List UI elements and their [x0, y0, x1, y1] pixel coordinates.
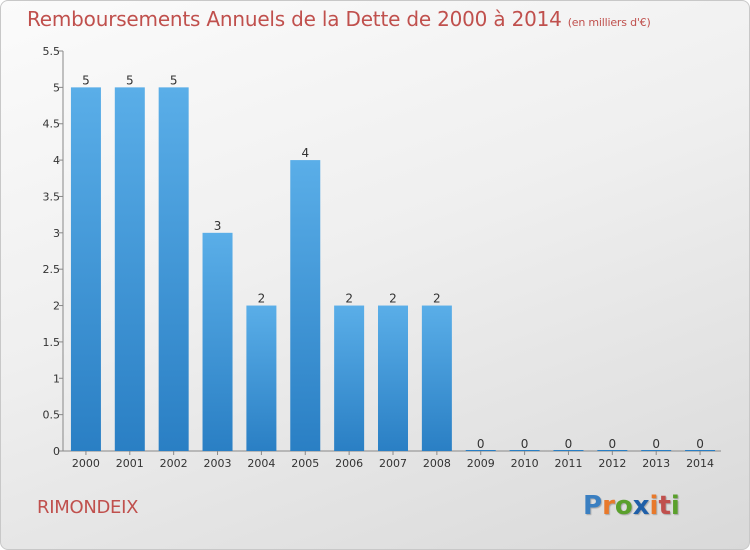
- logo-letter: x: [632, 491, 650, 521]
- x-tick-label: 2006: [335, 457, 363, 470]
- y-tick-label: 0.5: [43, 409, 61, 422]
- x-tick-label: 2011: [554, 457, 582, 470]
- bar-2007: [378, 305, 408, 451]
- x-tick-label: 2002: [160, 457, 188, 470]
- data-label: 0: [696, 437, 704, 451]
- y-tick-label: 1.5: [43, 336, 61, 349]
- x-tick-label: 2003: [204, 457, 232, 470]
- logo-letter: o: [614, 491, 633, 521]
- y-tick-label: 3: [53, 227, 60, 240]
- data-label: 5: [126, 73, 134, 87]
- chart-bars: 5 5 5 3 2 4 2 2 2 0 0 0 0 0 0: [70, 73, 716, 451]
- x-tick-label: 2013: [642, 457, 670, 470]
- bar-2003: [202, 232, 233, 451]
- y-tick-label: 1: [53, 372, 60, 385]
- bar-2011: [553, 450, 584, 451]
- y-tick-label: 2.5: [43, 263, 61, 276]
- x-tick-label: 2001: [116, 457, 144, 470]
- x-tick-label: 2012: [598, 457, 626, 470]
- y-tick-label: 4: [53, 154, 60, 167]
- bar-2002: [158, 87, 189, 451]
- y-tick-label: 5: [53, 81, 60, 94]
- bar-2010: [509, 450, 540, 451]
- chart-subtitle: (en milliers d'€): [567, 16, 651, 29]
- x-tick-label: 2000: [72, 457, 100, 470]
- data-label: 2: [345, 292, 353, 306]
- bar-2008: [421, 305, 452, 451]
- bar-2004: [246, 305, 277, 451]
- y-tick-label: 2: [53, 300, 60, 313]
- x-tick-label: 2008: [423, 457, 451, 470]
- data-label: 0: [609, 437, 617, 451]
- bar-2013: [641, 450, 672, 451]
- y-tick-label: 4.5: [43, 118, 61, 131]
- bar-2005: [290, 160, 321, 451]
- x-tick-label: 2005: [291, 457, 319, 470]
- data-label: 2: [389, 292, 397, 306]
- data-label: 3: [214, 219, 222, 233]
- chart-title: Remboursements Annuels de la Dette de 20…: [27, 7, 651, 31]
- logo-letter: i: [670, 491, 680, 521]
- data-label: 0: [521, 437, 529, 451]
- data-label: 0: [565, 437, 573, 451]
- y-tick-label: 5.5: [43, 45, 61, 58]
- data-label: 5: [82, 73, 90, 87]
- data-label: 0: [477, 437, 485, 451]
- bar-2012: [597, 450, 628, 451]
- x-tick-label: 2004: [247, 457, 275, 470]
- logo-letter: r: [602, 491, 615, 521]
- y-tick-label: 3.5: [43, 190, 61, 203]
- bar-2006: [334, 305, 365, 451]
- logo-letter: P: [583, 491, 603, 521]
- x-tick-label: 2010: [511, 457, 539, 470]
- bar-2014: [685, 450, 716, 451]
- x-tick-label: 2009: [467, 457, 495, 470]
- logo-letter: t: [658, 491, 671, 521]
- commune-name: RIMONDEIX: [37, 497, 139, 518]
- x-tick-label: 2007: [379, 457, 407, 470]
- bar-2009: [465, 450, 496, 451]
- bar-2001: [114, 87, 145, 451]
- data-label: 0: [652, 437, 660, 451]
- x-tick-label: 2014: [686, 457, 714, 470]
- data-label: 2: [433, 292, 441, 306]
- data-label: 5: [170, 73, 178, 87]
- bar-2000: [70, 87, 101, 451]
- logo-letter: i: [649, 491, 659, 521]
- data-label: 2: [258, 292, 266, 306]
- y-tick-label: 0: [53, 445, 60, 458]
- data-label: 4: [301, 146, 309, 160]
- proxiti-logo[interactable]: Proxiti: [583, 491, 680, 521]
- chart-title-text: Remboursements Annuels de la Dette de 20…: [27, 7, 562, 31]
